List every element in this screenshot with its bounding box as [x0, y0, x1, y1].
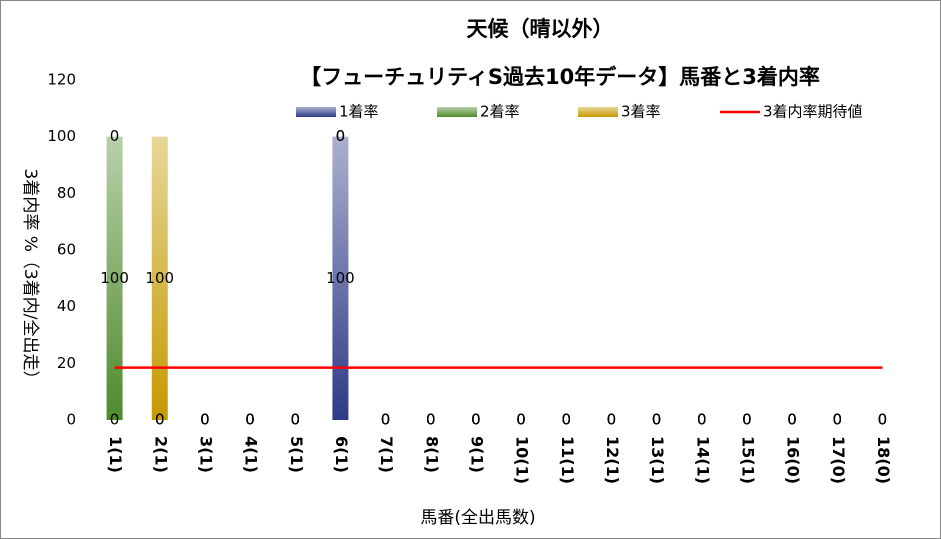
- data-label: 0: [381, 411, 391, 429]
- data-label: 0: [878, 411, 888, 429]
- data-label: 100: [326, 269, 355, 287]
- bar: [332, 136, 349, 420]
- x-tick-label: 4(1): [242, 436, 261, 473]
- x-tick-label: 7(1): [377, 436, 396, 473]
- data-label: 0: [471, 411, 481, 429]
- legend-swatch: [437, 107, 477, 117]
- data-label: 0: [787, 411, 797, 429]
- x-tick-label: 13(1): [648, 436, 667, 484]
- data-label: 0: [607, 411, 617, 429]
- data-label: 0: [561, 411, 571, 429]
- data-label: 0: [471, 411, 481, 429]
- data-label: 0: [381, 411, 391, 429]
- data-label: 0: [832, 411, 842, 429]
- data-label: 0: [516, 411, 526, 429]
- data-label: 0: [426, 411, 436, 429]
- data-label: 0: [697, 411, 707, 429]
- y-tick-label: 40: [57, 297, 76, 315]
- bar: [106, 136, 123, 420]
- data-label: 0: [336, 127, 346, 145]
- data-label: 0: [607, 411, 617, 429]
- data-label: 0: [245, 411, 255, 429]
- x-tick-label: 11(1): [558, 436, 577, 484]
- data-label: 0: [336, 127, 346, 145]
- data-label: 0: [787, 411, 797, 429]
- x-tick-label: 16(0): [784, 436, 803, 484]
- y-tick-label: 20: [57, 354, 76, 372]
- x-tick-label: 18(0): [874, 436, 893, 484]
- data-label: 0: [200, 411, 210, 429]
- data-label: 0: [878, 411, 888, 429]
- data-label: 0: [245, 411, 255, 429]
- data-label: 0: [561, 411, 571, 429]
- data-label: 0: [155, 411, 165, 429]
- data-label: 100: [145, 269, 174, 287]
- data-label: 0: [426, 411, 436, 429]
- data-label: 0: [742, 411, 752, 429]
- data-label: 0: [426, 411, 436, 429]
- data-label: 0: [652, 411, 662, 429]
- x-tick-label: 2(1): [151, 436, 170, 473]
- y-tick-label: 100: [47, 127, 76, 145]
- x-tick-label: 1(1): [106, 436, 125, 473]
- chart-subtitle: 【フューチュリティS過去10年データ】馬番と3着内率: [300, 65, 820, 89]
- data-label: 0: [516, 411, 526, 429]
- legend-label: 3着内率期待値: [763, 103, 863, 121]
- data-label: 0: [110, 411, 120, 429]
- data-label: 0: [471, 411, 481, 429]
- y-tick-label: 120: [47, 71, 76, 89]
- data-label: 0: [607, 411, 617, 429]
- data-label: 0: [561, 411, 571, 429]
- data-label: 0: [832, 411, 842, 429]
- y-axis-title: 3着内率 %（3着内/全出走）: [20, 169, 40, 388]
- data-label: 0: [787, 411, 797, 429]
- x-axis-title: 馬番(全出馬数): [420, 508, 535, 528]
- data-label: 0: [381, 411, 391, 429]
- y-tick-label: 80: [57, 184, 76, 202]
- x-tick-label: 10(1): [513, 436, 532, 484]
- data-label: 0: [697, 411, 707, 429]
- data-label: 0: [742, 411, 752, 429]
- legend-swatch: [296, 107, 336, 117]
- data-label: 0: [290, 411, 300, 429]
- x-tick-label: 9(1): [467, 436, 486, 473]
- data-label: 0: [155, 411, 165, 429]
- legend-label: 2着率: [480, 103, 520, 121]
- data-label: 0: [200, 411, 210, 429]
- data-label: 0: [697, 411, 707, 429]
- x-tick-label: 17(0): [829, 436, 848, 484]
- data-label: 0: [652, 411, 662, 429]
- x-tick-label: 5(1): [287, 436, 306, 473]
- data-label: 0: [832, 411, 842, 429]
- bar: [151, 136, 168, 420]
- data-label: 0: [878, 411, 888, 429]
- x-tick-label: 8(1): [422, 436, 441, 473]
- data-label: 0: [110, 127, 120, 145]
- data-label: 0: [742, 411, 752, 429]
- x-tick-label: 12(1): [603, 436, 622, 484]
- data-label: 0: [652, 411, 662, 429]
- x-tick-label: 6(1): [332, 436, 351, 473]
- chart-title: 天候（晴以外）: [467, 17, 614, 41]
- data-label: 0: [290, 411, 300, 429]
- data-label: 0: [290, 411, 300, 429]
- data-label: 100: [100, 269, 129, 287]
- data-label: 0: [245, 411, 255, 429]
- data-label: 0: [516, 411, 526, 429]
- legend-swatch: [578, 107, 618, 117]
- legend-label: 3着率: [621, 103, 661, 121]
- x-tick-label: 3(1): [196, 436, 215, 473]
- legend-label: 1着率: [339, 103, 379, 121]
- x-tick-label: 14(1): [693, 436, 712, 484]
- data-label: 0: [200, 411, 210, 429]
- x-tick-label: 15(1): [738, 436, 757, 484]
- y-tick-label: 0: [66, 411, 76, 429]
- y-tick-label: 60: [57, 241, 76, 259]
